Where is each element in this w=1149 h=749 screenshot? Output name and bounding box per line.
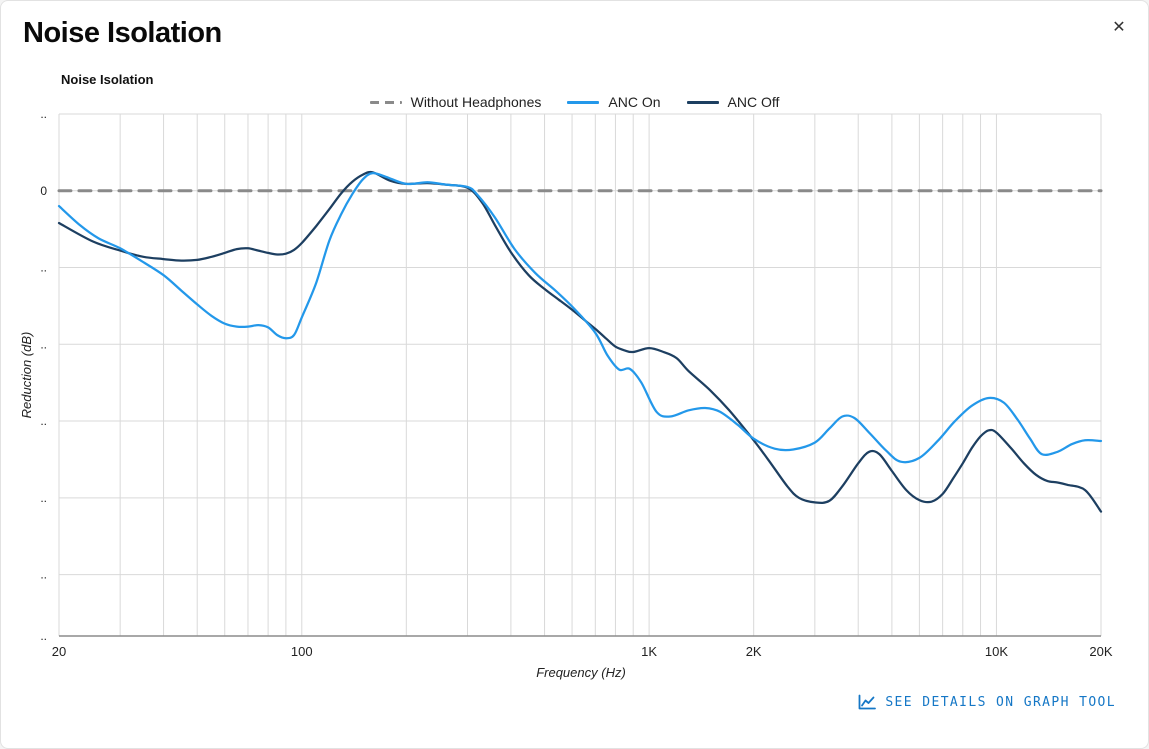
close-icon: ✕ xyxy=(1112,16,1126,36)
legend-item-anc-on: ANC On xyxy=(567,94,661,110)
close-button[interactable]: ✕ xyxy=(1104,11,1134,41)
y-tick-label: 0 xyxy=(40,184,47,198)
y-tick-label: .. xyxy=(40,491,47,505)
series-anc-off xyxy=(57,170,1103,513)
x-tick-label: 20 xyxy=(52,644,66,659)
graph-tool-link-label: SEE DETAILS ON GRAPH TOOL xyxy=(885,694,1116,710)
x-axis-label: Frequency (Hz) xyxy=(536,665,626,680)
x-tick-label: 10K xyxy=(985,644,1008,659)
y-tick-label: .. xyxy=(40,414,47,428)
legend-label: Without Headphones xyxy=(410,94,542,110)
series-anc-on xyxy=(57,171,1103,464)
x-tick-label: 2K xyxy=(746,644,762,659)
x-tick-label: 20K xyxy=(1089,644,1112,659)
y-tick-label: .. xyxy=(40,107,47,121)
y-tick-label: .. xyxy=(40,629,47,643)
legend-line-sample xyxy=(686,100,719,104)
legend-line-sample xyxy=(567,100,600,104)
x-tick-label: 100 xyxy=(291,644,313,659)
line-chart-icon xyxy=(858,694,877,710)
graph-tool-link[interactable]: SEE DETAILS ON GRAPH TOOL xyxy=(858,694,1116,710)
legend-line-sample xyxy=(369,100,402,104)
chart-title: Noise Isolation xyxy=(61,72,154,87)
chart-legend: Without Headphones ANC On ANC Off xyxy=(1,94,1148,110)
legend-label: ANC Off xyxy=(727,94,780,110)
y-tick-label: .. xyxy=(40,261,47,275)
legend-item-without-headphones: Without Headphones xyxy=(369,94,542,110)
legend-label: ANC On xyxy=(608,94,661,110)
y-tick-label: .. xyxy=(40,337,47,351)
chart-grid xyxy=(58,113,1102,637)
y-axis-label: Reduction (dB) xyxy=(19,332,34,419)
y-tick-label: .. xyxy=(40,568,47,582)
chart-series xyxy=(57,170,1103,513)
x-tick-label: 1K xyxy=(641,644,657,659)
modal-title: Noise Isolation xyxy=(23,17,222,49)
chart-axis-ticks: 20 100 1K 2K 10K 20K.. 0............ xyxy=(40,107,1113,659)
legend-item-anc-off: ANC Off xyxy=(686,94,780,110)
